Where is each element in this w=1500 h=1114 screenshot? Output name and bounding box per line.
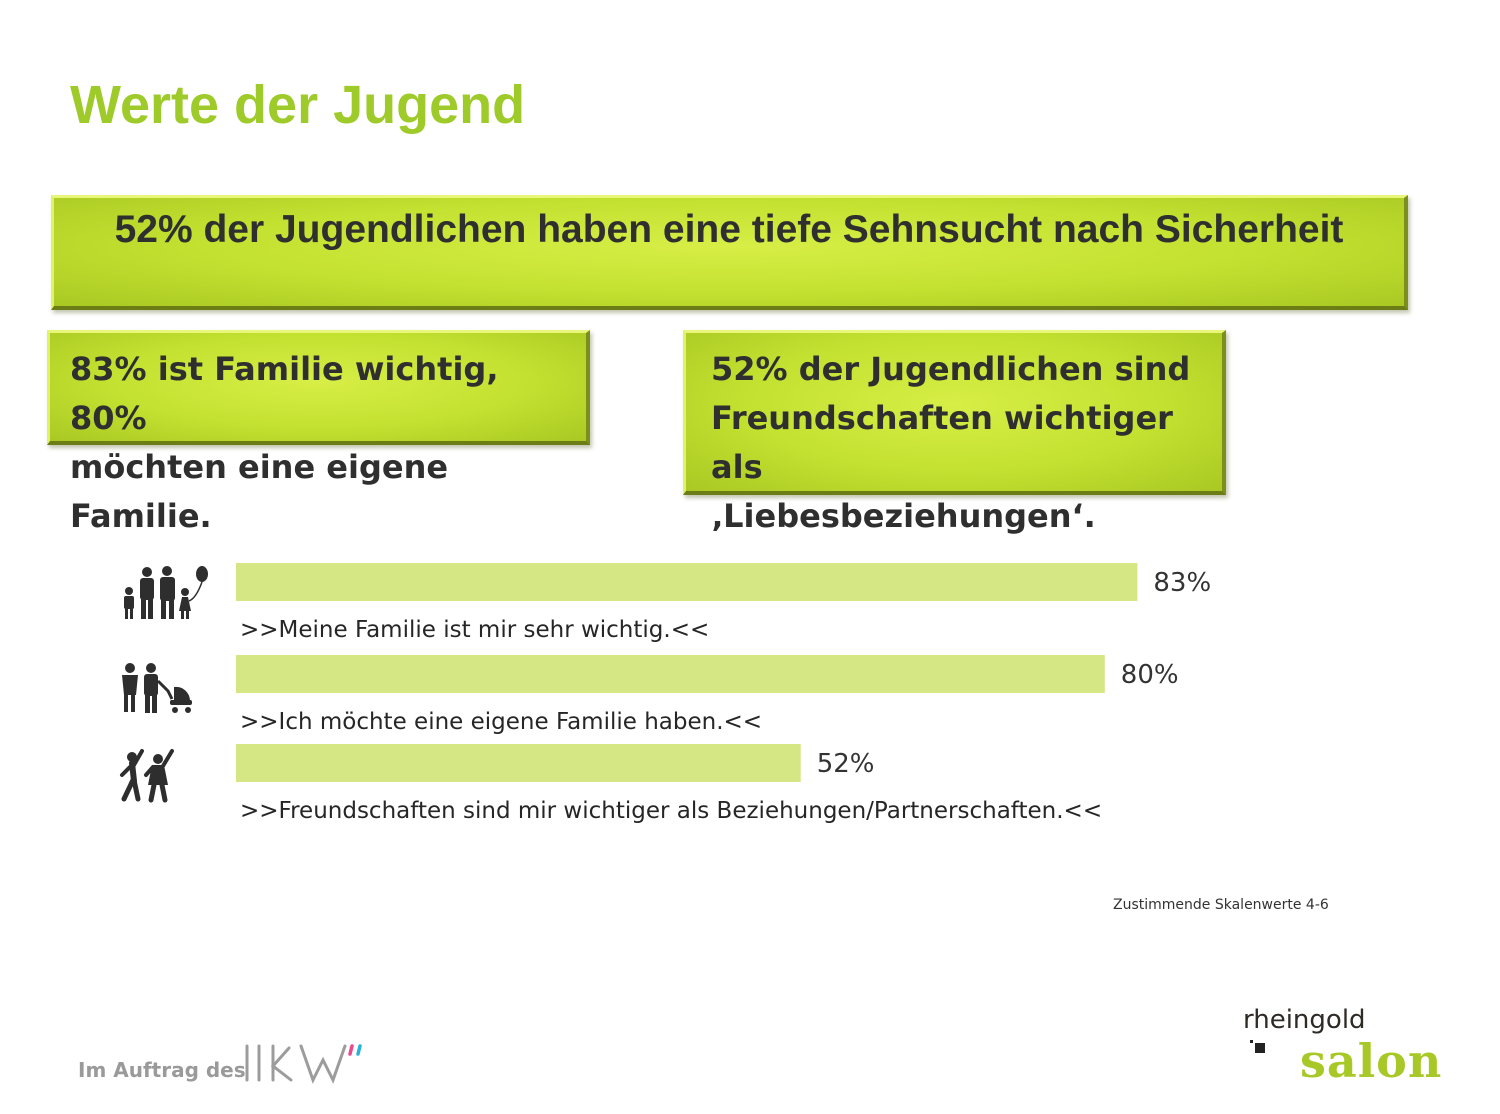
- bar-category-label-3: >>Freundschaften sind mir wichtiger als …: [240, 798, 1102, 824]
- brand-square-mark: [1255, 1043, 1265, 1053]
- bar-value-label-3: 52%: [817, 749, 875, 779]
- family-with-balloon-icon: [124, 566, 208, 619]
- bar-2: [236, 655, 1105, 693]
- client-label: Im Auftrag des: [78, 1058, 246, 1082]
- scale-footnote: Zustimmende Skalenwerte 4-6: [1113, 897, 1329, 913]
- page-title: Werte der Jugend: [70, 75, 526, 135]
- dancing-friends-icon: [120, 749, 174, 803]
- family-with-stroller-icon: [122, 663, 192, 713]
- friendship-stat-box: 52% der Jugendlichen sind Freundschaften…: [683, 330, 1226, 535]
- headline-box: 52% der Jugendlichen haben eine tiefe Se…: [51, 195, 1408, 310]
- friendship-stat-line-1: 52% der Jugendlichen sind: [711, 350, 1191, 388]
- salon-wordmark: salon: [1300, 1034, 1443, 1088]
- brand-dot-mark: [1250, 1040, 1253, 1043]
- bar-value-label-1: 83%: [1153, 568, 1211, 598]
- bar-value-label-2: 80%: [1121, 660, 1179, 690]
- bar-category-label-1: >>Meine Familie ist mir sehr wichtig.<<: [240, 617, 709, 643]
- family-stat-line-2: möchten eine eigene Familie.: [70, 448, 449, 535]
- headline-text: 52% der Jugendlichen haben eine tiefe Se…: [114, 208, 1344, 251]
- rheingold-wordmark: rheingold: [1243, 1005, 1366, 1035]
- ikw-logo: [245, 1044, 362, 1084]
- friendship-stat-line-3: ‚Liebesbeziehungen‘.: [711, 497, 1096, 535]
- bar-1: [236, 563, 1138, 601]
- bar-3: [236, 744, 801, 782]
- friendship-stat-line-2: Freundschaften wichtiger als: [711, 399, 1173, 486]
- family-stat-box: 83% ist Familie wichtig, 80% möchten ein…: [47, 330, 590, 535]
- bar-category-label-2: >>Ich möchte eine eigene Familie haben.<…: [240, 709, 762, 735]
- family-stat-line-1: 83% ist Familie wichtig, 80%: [70, 350, 499, 437]
